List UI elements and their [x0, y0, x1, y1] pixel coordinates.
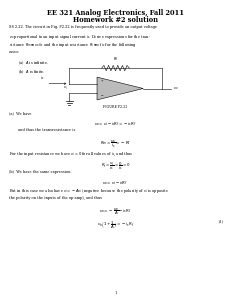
Text: +: + [100, 79, 103, 83]
Text: Homework #2 solution: Homework #2 solution [73, 16, 158, 24]
Text: −: − [100, 93, 103, 97]
Text: the polarity on the inputs of the op-amp), and thus: the polarity on the inputs of the op-amp… [9, 196, 102, 200]
Text: $i_s$: $i_s$ [40, 75, 44, 82]
Text: $v_o = v_i - i_s R_f = -i_s R_f$: $v_o = v_i - i_s R_f = -i_s R_f$ [94, 121, 137, 128]
Text: $R_i = \dfrac{v_i}{i_s} = \dfrac{0}{i_s} = 0$: $R_i = \dfrac{v_i}{i_s} = \dfrac{0}{i_s}… [101, 160, 130, 172]
Text: $v_o$ proportional to an input signal current $i_s$. Derive expressions for the : $v_o$ proportional to an input signal cu… [9, 33, 152, 41]
Text: (1): (1) [219, 220, 224, 224]
Text: S8 2.22. The circuit in Fig. P2.22 is frequently used to provide an output volta: S8 2.22. The circuit in Fig. P2.22 is fr… [9, 25, 157, 28]
Text: cases:: cases: [9, 50, 21, 54]
Text: (a)  We have: (a) We have [9, 112, 32, 116]
Text: For the input resistance we have $v_i = 0$ for all values of $i_s$, and thus: For the input resistance we have $v_i = … [9, 150, 134, 158]
Text: $R_f$: $R_f$ [113, 56, 118, 63]
Text: sistance $R_m \equiv v_o/i_s$ and the input resistance $R_i \equiv v_i/i_s$ for : sistance $R_m \equiv v_o/i_s$ and the in… [9, 41, 137, 50]
Text: and thus the transresistance is: and thus the transresistance is [18, 128, 76, 132]
Text: $v_o = -\dfrac{v_o}{A} - i_s R_f$: $v_o = -\dfrac{v_o}{A} - i_s R_f$ [99, 206, 132, 217]
Text: $v_i$: $v_i$ [63, 85, 68, 92]
Polygon shape [97, 77, 143, 100]
Text: But in this case we also have $v_i = -Av_i$ (negative because the polarity of $v: But in this case we also have $v_i = -Av… [9, 187, 169, 195]
Text: (a)  $A$ is infinite.: (a) $A$ is infinite. [18, 60, 49, 67]
Text: $v_o$: $v_o$ [173, 85, 179, 92]
Text: (b)  $A$ is finite.: (b) $A$ is finite. [18, 69, 46, 76]
Text: FIGURE P2.22: FIGURE P2.22 [103, 105, 128, 109]
Text: (b)  We have the same expression: (b) We have the same expression [9, 170, 71, 174]
Text: $v_o\left(1 + \dfrac{1}{A}\right) = -i_s R_f$: $v_o\left(1 + \dfrac{1}{A}\right) = -i_s… [97, 220, 134, 231]
Text: $v_o = v_i - i_s R_f$: $v_o = v_i - i_s R_f$ [103, 179, 128, 187]
Text: EE 321 Analog Electronics, Fall 2011: EE 321 Analog Electronics, Fall 2011 [47, 9, 184, 17]
Text: 1: 1 [114, 291, 117, 295]
Text: $R_m = \dfrac{v_o}{i_s} = -R_f$: $R_m = \dfrac{v_o}{i_s} = -R_f$ [100, 139, 131, 150]
